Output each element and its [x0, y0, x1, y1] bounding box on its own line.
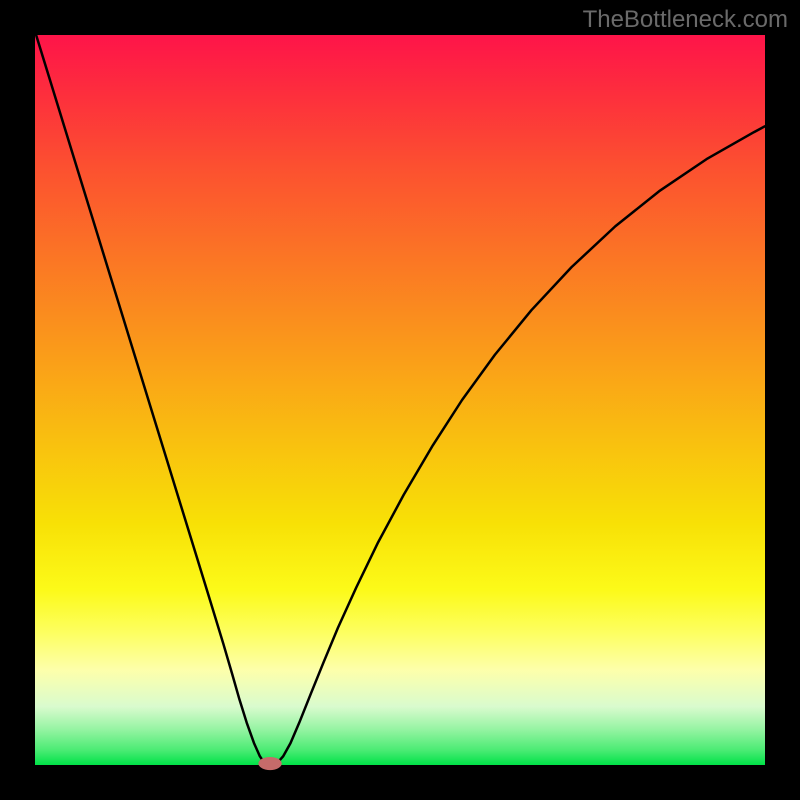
optimal-point-marker	[258, 757, 281, 770]
chart-svg	[0, 0, 800, 800]
chart-background	[35, 35, 765, 765]
bottleneck-chart: TheBottleneck.com	[0, 0, 800, 800]
watermark-label: TheBottleneck.com	[583, 6, 788, 34]
